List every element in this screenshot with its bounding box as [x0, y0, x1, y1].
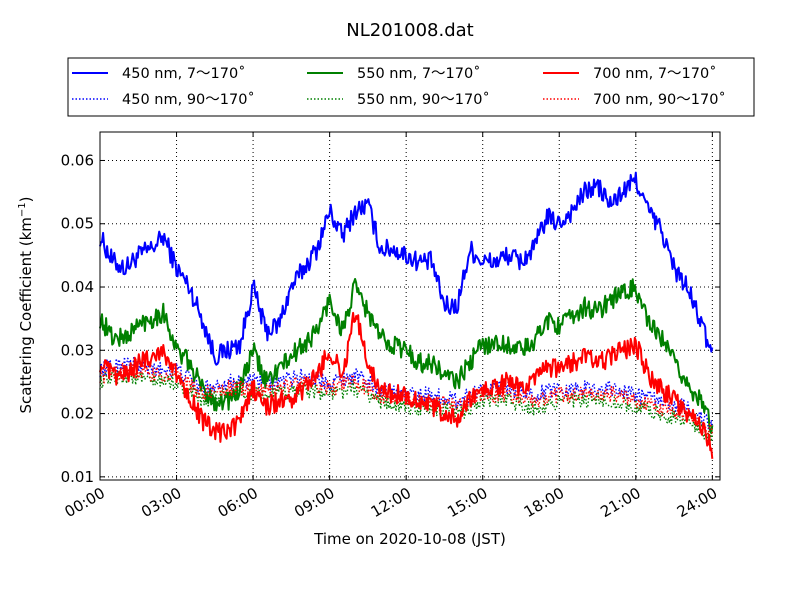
ticks — [99, 132, 720, 480]
x-tick-label: 18:00 — [521, 484, 567, 521]
x-tick-label: 24:00 — [674, 484, 720, 521]
legend: 450 nm, 7～170˚ 450 nm, 90～170˚ 550 nm, 7～1… — [67, 57, 755, 117]
x-tick-label: 06:00 — [215, 484, 261, 521]
y-tick-label: 0.05 — [61, 215, 94, 233]
x-axis-label: Time on 2020-10-08 (JST) — [313, 530, 506, 548]
y-tick-labels: 0.01 0.02 0.03 0.04 0.05 0.06 — [61, 151, 94, 485]
y-axis-label-sup: −1 — [17, 202, 28, 217]
y-tick-label: 0.06 — [61, 151, 94, 169]
y-tick-label: 0.03 — [61, 341, 94, 359]
legend-label: 700 nm, 90～170˚ — [593, 91, 726, 108]
y-tick-label: 0.01 — [61, 468, 94, 486]
legend-label: 550 nm, 7～170˚ — [357, 65, 480, 82]
legend-box — [67, 57, 755, 117]
y-tick-label: 0.04 — [61, 278, 94, 296]
grid — [99, 132, 720, 480]
legend-label: 700 nm, 7～170˚ — [593, 65, 716, 82]
series-line — [99, 171, 714, 366]
y-axis-label-main: Scattering Coefficient (km — [17, 217, 35, 413]
x-tick-label: 21:00 — [597, 484, 643, 521]
series-line — [99, 311, 714, 459]
x-tick-label: 00:00 — [62, 484, 108, 521]
y-axis-label-close: ) — [17, 196, 35, 202]
chart-title: NL201008.dat — [346, 20, 473, 41]
legend-label: 550 nm, 90～170˚ — [357, 91, 490, 108]
x-tick-label: 09:00 — [291, 484, 337, 521]
plot-frame — [99, 131, 721, 481]
series-line — [99, 362, 713, 437]
legend-label: 450 nm, 7～170˚ — [122, 65, 245, 82]
legend-label: 450 nm, 90～170˚ — [122, 91, 255, 108]
y-axis-label: Scattering Coefficient (km−1) — [17, 196, 35, 413]
x-tick-labels: 00:00 03:00 06:00 09:00 12:00 15:00 18:00 21:00… — [62, 484, 721, 521]
x-tick-label: 03:00 — [138, 484, 184, 521]
series-line — [99, 278, 714, 435]
x-tick-label: 15:00 — [444, 484, 490, 521]
y-tick-label: 0.02 — [61, 405, 94, 423]
x-tick-label: 12:00 — [368, 484, 414, 521]
series-group — [99, 171, 714, 459]
